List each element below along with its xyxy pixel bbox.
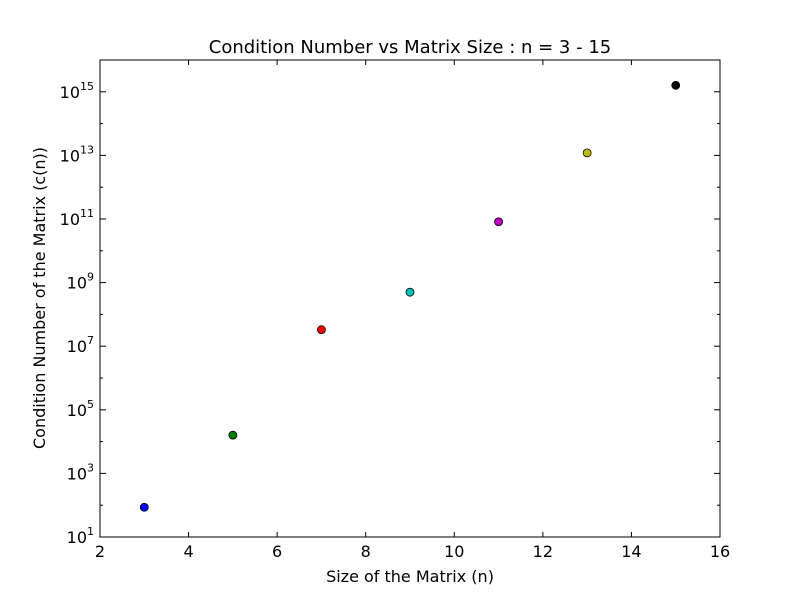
data-point <box>228 430 238 440</box>
data-point <box>494 217 503 227</box>
data-point <box>139 502 149 512</box>
data-point <box>582 148 592 158</box>
data-points <box>139 80 681 512</box>
y-tick-label: 1011 <box>60 207 94 229</box>
axis-ticks: 2 4 6 8 10 12 14 16 101 103 105 107 109 1011 1013 1015 <box>60 59 730 561</box>
x-tick-label: 2 <box>95 542 105 561</box>
x-tick-label: 14 <box>621 542 641 561</box>
y-tick-label: 109 <box>67 271 94 293</box>
x-tick-label: 4 <box>183 542 193 561</box>
data-point <box>671 80 681 90</box>
y-axis-label: Condition Number of the Matrix (c(n)) <box>30 147 49 449</box>
y-tick-label: 1015 <box>60 80 94 102</box>
plot-axes <box>99 59 721 538</box>
x-axis-label: Size of the Matrix (n) <box>326 567 494 586</box>
plot-frame <box>99 59 721 538</box>
y-tick-label: 105 <box>67 398 94 420</box>
x-tick-label: 12 <box>533 542 553 561</box>
chart-title: Condition Number vs Matrix Size : n = 3 … <box>209 37 611 58</box>
x-tick-label: 10 <box>444 542 464 561</box>
y-tick-label: 1013 <box>60 143 94 165</box>
data-point <box>317 325 326 335</box>
y-tick-label: 107 <box>67 334 94 356</box>
x-tick-label: 6 <box>272 542 282 561</box>
x-tick-label: 8 <box>361 542 371 561</box>
y-tick-label: 101 <box>67 525 94 547</box>
y-tick-label: 103 <box>67 461 94 483</box>
x-tick-label: 16 <box>710 542 730 561</box>
data-point <box>405 287 415 297</box>
